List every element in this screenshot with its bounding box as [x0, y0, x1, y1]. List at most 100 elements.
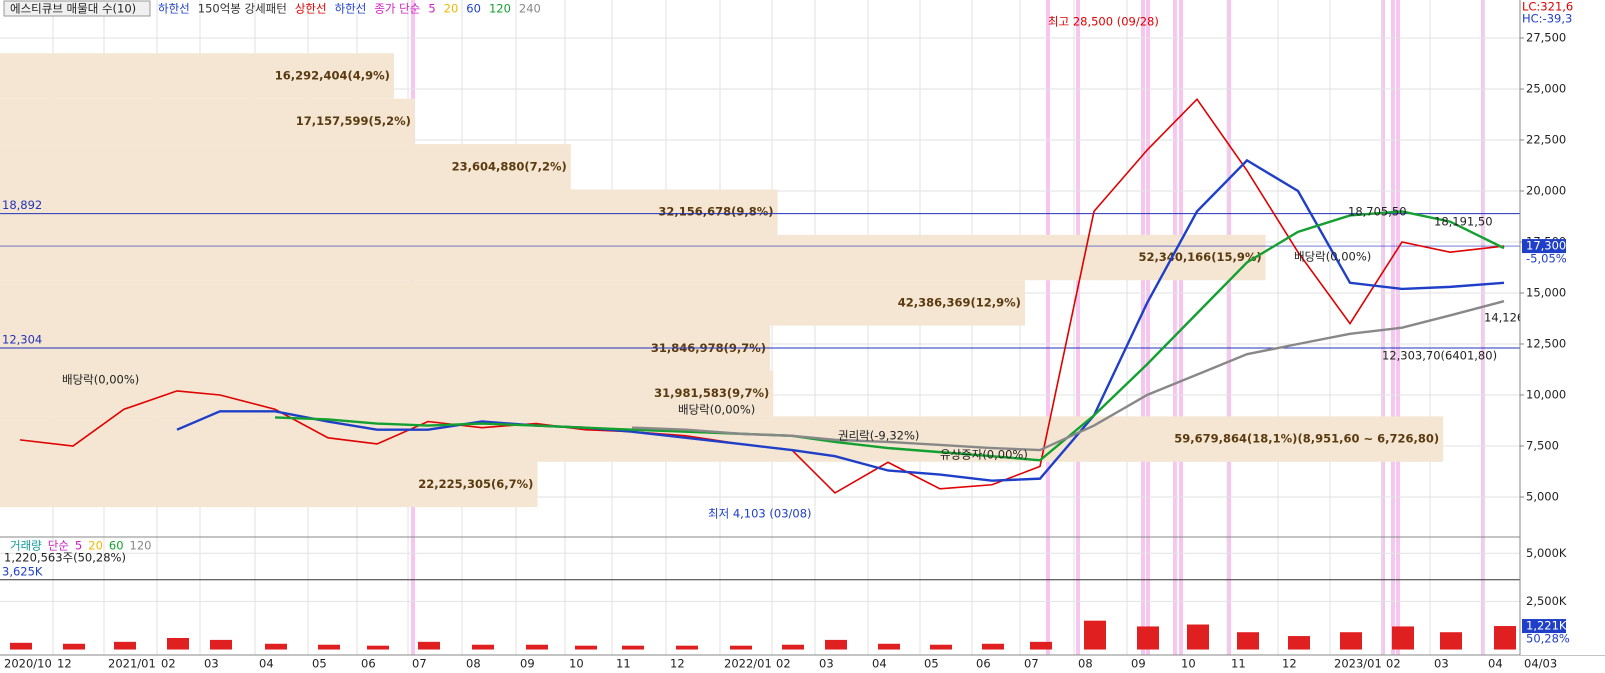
hc-label: HC:-39,3 [1522, 12, 1572, 26]
volume-bar [1440, 632, 1462, 650]
x-tick-label: 10 [1181, 657, 1196, 671]
x-tick-label: 12 [57, 657, 72, 671]
header: 에스티큐브 매물대 수(10) LC:321,6 HC:-39,3 하한선 150… [3, 0, 1573, 26]
legend-item: 20 [444, 2, 459, 16]
annotation: 배당락(0,00%) [1294, 250, 1371, 264]
profile-bar [0, 189, 778, 235]
x-tick-label: 03 [204, 657, 219, 671]
y-tick-label: 12,500 [1526, 336, 1566, 350]
volume-tick-label: 5,000K [1526, 546, 1567, 560]
event-band [1381, 0, 1385, 655]
x-tick-label: 10 [569, 657, 584, 671]
volume-bar [1392, 626, 1414, 650]
event-band [1179, 0, 1183, 655]
last-change-label: -5,05% [1526, 252, 1567, 266]
volume-bar [1494, 626, 1516, 650]
legend-item: 상한선 [295, 2, 327, 16]
series-line [176, 158, 1505, 482]
profile-label: 16,292,404(4,9%) [275, 68, 390, 82]
volume-avg-label: 3,625K [2, 564, 43, 578]
x-tick-label: 08 [466, 657, 481, 671]
volume-summary: 1,220,563주(50,28%) [4, 551, 126, 565]
x-tick-label: 02 [776, 657, 791, 671]
volume-bar [526, 644, 548, 650]
volume-bar [265, 643, 287, 650]
volume-change-label: 50,28% [1526, 632, 1570, 646]
x-tick-label: 07 [412, 657, 427, 671]
x-tick-label: 04 [1488, 657, 1503, 671]
profile-bar [0, 416, 1444, 462]
legend-item: 150억봉 강세패턴 [198, 2, 287, 16]
y-tick-label: 27,500 [1526, 31, 1566, 45]
volume-bar [63, 643, 85, 650]
annotation: 최고 28,500 (09/28) [1048, 15, 1159, 29]
axes: 2020/10 12 2021/01 02 03 04 05 06 07 08 09 10 11 12 20… [4, 31, 1570, 671]
profile-label: 31,981,583(9,7%) [654, 386, 769, 400]
x-tick-label: 12 [1282, 657, 1297, 671]
event-band [1391, 0, 1395, 655]
volume-bar [982, 643, 1004, 650]
event-band [1141, 0, 1145, 655]
profile-bar [0, 461, 538, 508]
y-tick-label: 7,500 [1526, 438, 1559, 452]
x-tick-label: 09 [520, 657, 535, 671]
price-lines: 18,892 12,304 [0, 97, 1520, 494]
volume-bar [1030, 641, 1052, 650]
x-tick-label: 11 [616, 657, 631, 671]
x-tick-label: 12 [670, 657, 685, 671]
x-tick-label: 04/03 [1524, 657, 1557, 671]
x-tick-label: 11 [1231, 657, 1246, 671]
volume-bar [1288, 636, 1310, 650]
legend-item: 5 [428, 2, 435, 16]
volume-legend-item: 60 [109, 539, 124, 553]
volume-bar [472, 644, 494, 650]
x-tick-label: 2022/01 [724, 657, 772, 671]
profile-label: 32,156,678(9,8%) [658, 205, 773, 219]
event-band [1076, 0, 1080, 655]
profile-label: 17,157,599(5,2%) [296, 114, 411, 128]
event-band [1481, 0, 1485, 655]
y-tick-label: 25,000 [1526, 82, 1566, 96]
annotations: 최고 28,500 (09/28) 최저 4,103 (03/08) 배당락(0,0… [62, 15, 1524, 521]
last-price-box [1522, 239, 1566, 254]
x-tick-label: 04 [259, 657, 274, 671]
legend-item: 종가 단순 [374, 2, 420, 16]
volume-bar [114, 641, 136, 650]
volume-bar [1237, 632, 1259, 650]
profile-label: 59,679,864(18,1%)(8,951,60 ~ 6,726,80) [1174, 432, 1439, 446]
profile-bar [0, 234, 1266, 281]
volume-bar [825, 639, 847, 650]
profile-bar [0, 144, 571, 190]
volume-bar [1137, 626, 1159, 650]
x-tick-label: 05 [312, 657, 327, 671]
volume-bar [622, 645, 644, 650]
x-tick-label: 07 [1024, 657, 1039, 671]
event-band [1146, 0, 1150, 655]
event-band [1173, 0, 1177, 655]
profile-label: 22,225,305(6,7%) [418, 477, 533, 491]
volume-bar [930, 644, 952, 650]
series-line [274, 210, 1505, 462]
profile-label: 23,604,880(7,2%) [452, 159, 567, 173]
y-tick-label: 15,000 [1526, 285, 1566, 299]
annotation: 14,126 [1484, 311, 1524, 325]
event-band [1046, 0, 1050, 655]
x-tick-label: 06 [361, 657, 376, 671]
profile-bar [0, 98, 415, 145]
volume-bar [418, 641, 440, 650]
x-tick-label: 2023/01 [1334, 657, 1382, 671]
legend-item: 하한선 [335, 2, 367, 16]
volume-profile: 16,292,404(4,9%) 17,157,599(5,2%) 23,604,8… [0, 53, 1444, 508]
x-tick-label: 03 [1434, 657, 1449, 671]
y-tick-label: 10,000 [1526, 387, 1566, 401]
legend-item: 240 [519, 2, 541, 16]
annotation: 유상증자(0,00%) [940, 448, 1028, 462]
volume-bar [575, 645, 597, 650]
volume-bar [676, 645, 698, 650]
y-tick-label: 5,000 [1526, 489, 1559, 503]
profile-bar [0, 370, 774, 417]
x-tick-label: 06 [976, 657, 991, 671]
reference-label: 12,304 [2, 332, 42, 346]
x-tick-label: 2020/10 [4, 657, 52, 671]
